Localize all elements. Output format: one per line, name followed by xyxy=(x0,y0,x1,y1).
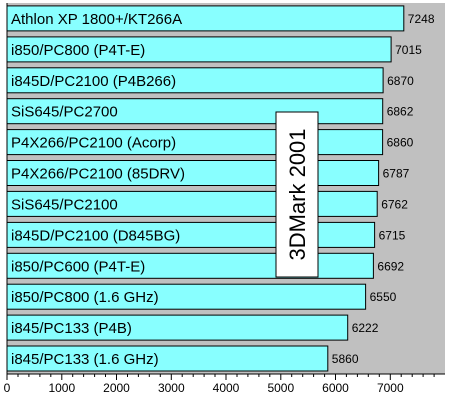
x-tick-label: 6000 xyxy=(322,381,349,395)
bar-category-label: i845/PC133 (1.6 GHz) xyxy=(11,351,159,368)
bar-category-label: i845/PC133 (P4B) xyxy=(11,320,132,337)
bar-value-label: 5860 xyxy=(332,352,359,366)
x-tick-label: 1000 xyxy=(48,381,75,395)
x-tick-label: 5000 xyxy=(267,381,294,395)
bar-value-label: 6862 xyxy=(387,105,414,119)
annotation-text: 3DMark 2001 xyxy=(285,128,310,260)
x-tick-label: 3000 xyxy=(158,381,185,395)
bar-value-label: 7248 xyxy=(408,12,435,26)
bar-category-label: SiS645/PC2700 xyxy=(11,104,118,121)
x-tick-label: 2000 xyxy=(103,381,130,395)
bar-category-label: Athlon XP 1800+/KT266A xyxy=(11,11,182,28)
bar-category-label: i850/PC800 (P4T-E) xyxy=(11,42,145,59)
annotation-background xyxy=(275,111,319,278)
x-axis: 0 1000 2000 3000 4000 5000 6000 7000 xyxy=(4,3,445,395)
bar xyxy=(6,129,384,156)
bar-category-label: i850/PC800 (1.6 GHz) xyxy=(11,289,159,306)
bar xyxy=(6,5,405,32)
bar-value-label: 7015 xyxy=(395,43,422,57)
bar-value-label: 6870 xyxy=(387,74,414,88)
bar-category-label: i845D/PC2100 (D845BG) xyxy=(11,227,180,244)
bar-value-label: 6550 xyxy=(370,290,397,304)
bar-category-label: SiS645/PC2100 xyxy=(11,197,118,214)
bar xyxy=(6,98,384,125)
bar-category-label: i845D/PC2100 (P4B266) xyxy=(11,73,176,90)
bar xyxy=(6,283,367,310)
bar-category-label: P4X266/PC2100 (Acorp) xyxy=(11,135,176,152)
bar-value-label: 6222 xyxy=(352,321,379,335)
bar-value-label: 6860 xyxy=(387,136,414,150)
x-tick-label: 0 xyxy=(4,381,11,395)
bar-value-label: 6715 xyxy=(379,228,406,242)
plot-background xyxy=(7,3,445,374)
bar xyxy=(6,345,329,372)
x-tick-label: 7000 xyxy=(377,381,404,395)
bar-value-label: 6692 xyxy=(377,259,404,273)
bar-category-label: P4X266/PC2100 (85DRV) xyxy=(11,166,185,183)
bar-value-label: 6762 xyxy=(381,198,408,212)
bar xyxy=(6,314,349,341)
x-tick-label: 4000 xyxy=(213,381,240,395)
bars-layer: Athlon XP 1800+/KT266A 7248 i850/PC800 (P4… xyxy=(6,5,435,372)
bar-category-label: i850/PC600 (P4T-E) xyxy=(11,258,145,275)
bar-value-label: 6787 xyxy=(383,167,410,181)
annotation-box: 3DMark 2001 xyxy=(275,111,319,278)
